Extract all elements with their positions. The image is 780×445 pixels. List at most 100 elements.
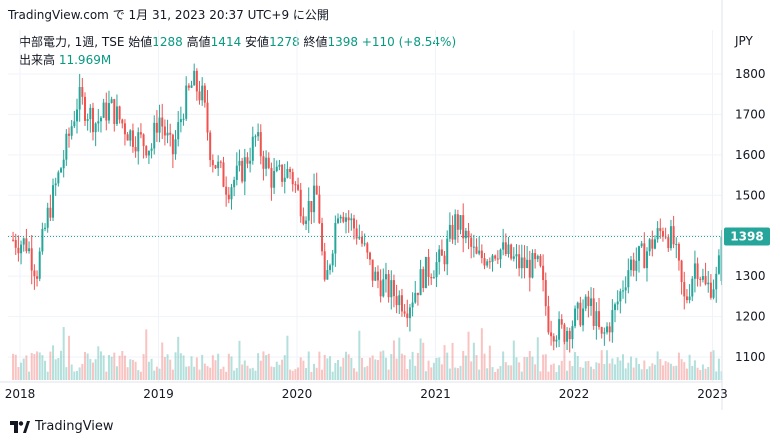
volume-bar — [539, 371, 542, 380]
candle-body — [392, 280, 395, 297]
volume-bar — [238, 340, 241, 380]
candle-body — [142, 134, 145, 147]
volume-bar — [555, 371, 558, 380]
candle-body — [171, 134, 174, 155]
volume-bar — [571, 366, 574, 380]
candles — [12, 63, 723, 353]
time-axis[interactable]: 2018 2019 2020 2021 2022 2023 — [5, 387, 728, 401]
candle-body — [350, 218, 353, 221]
candle-body — [355, 228, 358, 239]
volume-bar — [438, 357, 441, 380]
volume-bar — [550, 364, 553, 380]
candle-body — [653, 239, 656, 249]
candle-body — [680, 260, 683, 283]
volume-bar — [44, 360, 47, 380]
volume-bar — [392, 340, 395, 380]
candle-body — [408, 307, 411, 319]
volume-bar — [171, 369, 174, 380]
volume-bar — [297, 367, 300, 380]
volume-bar — [707, 366, 710, 380]
candle-body — [321, 223, 324, 252]
volume-bar — [131, 359, 134, 380]
candle-body — [464, 230, 467, 239]
candle-body — [491, 255, 494, 262]
candle-body — [49, 207, 52, 218]
volume-bar — [640, 369, 643, 380]
candle-body — [539, 255, 542, 266]
candle-body — [368, 252, 371, 260]
candle-body — [163, 126, 166, 136]
candle-body — [683, 282, 686, 297]
volume-bar — [374, 359, 377, 380]
candle-body — [28, 248, 31, 252]
candle-body — [310, 201, 313, 213]
candle-body — [60, 168, 63, 173]
candle-body — [592, 298, 595, 326]
candle-body — [38, 251, 41, 279]
volume-bar — [587, 360, 590, 380]
candle-body — [645, 251, 648, 269]
candle-body — [105, 102, 108, 121]
high-label: 高値 — [186, 35, 211, 49]
candle-body — [286, 168, 289, 178]
candle-body — [563, 324, 566, 342]
candle-body — [166, 132, 169, 136]
candle-body — [233, 179, 236, 188]
volume-bar — [614, 364, 617, 380]
candle-body — [185, 85, 188, 119]
volume-bar — [94, 359, 97, 380]
candle-body — [46, 207, 49, 228]
volume-bar — [283, 355, 286, 380]
candle-body — [89, 107, 92, 120]
volume-bar — [717, 358, 720, 380]
candle-body — [709, 282, 712, 298]
candle-body — [523, 257, 526, 269]
volume-bar — [558, 365, 561, 380]
branding[interactable]: TradingView — [10, 419, 114, 434]
time-tick-label: 2023 — [697, 387, 728, 401]
candle-body — [677, 243, 680, 261]
price-axis[interactable]: 18001700160015001400130012001100 — [735, 67, 766, 364]
candle-body — [222, 162, 225, 187]
candle-body — [54, 183, 57, 186]
volume-bar — [302, 360, 305, 380]
volume-bar — [432, 362, 435, 380]
volume-bar — [669, 363, 672, 380]
candle-body — [273, 171, 276, 188]
volume-bar — [337, 359, 340, 380]
volume-bar — [174, 352, 177, 380]
candle-body — [281, 164, 284, 182]
volume-bar — [661, 365, 664, 380]
symbol-label[interactable]: 中部電力, 1週, TSE — [19, 35, 125, 49]
candle-body — [291, 172, 294, 185]
volume-bar — [475, 355, 478, 380]
volume-bar — [12, 353, 15, 380]
volume-bar — [118, 355, 121, 380]
volume-bar — [688, 354, 691, 380]
volume-value: 11.969M — [58, 53, 112, 67]
volume-bar — [470, 361, 473, 380]
volume-bar — [345, 351, 348, 380]
price-tick-label: 1700 — [735, 107, 766, 121]
volume-bar — [275, 361, 278, 380]
candle-body — [632, 259, 635, 271]
volume-bar — [246, 365, 249, 380]
candle-body — [667, 237, 670, 249]
candle-body — [315, 185, 318, 195]
candle-body — [57, 172, 60, 184]
candle-body — [313, 185, 316, 213]
currency-label: JPY — [734, 34, 754, 48]
volume-bar — [701, 364, 704, 380]
candle-body — [486, 261, 489, 266]
candle-body — [153, 122, 156, 149]
candle-body — [155, 122, 158, 133]
volume-bar — [379, 351, 382, 380]
candle-body — [715, 273, 718, 290]
volume-bar — [398, 337, 401, 380]
candle-body — [685, 296, 688, 301]
candle-body — [544, 280, 547, 307]
candle-body — [371, 259, 374, 281]
candle-body — [25, 238, 28, 252]
candle-body — [640, 243, 643, 247]
